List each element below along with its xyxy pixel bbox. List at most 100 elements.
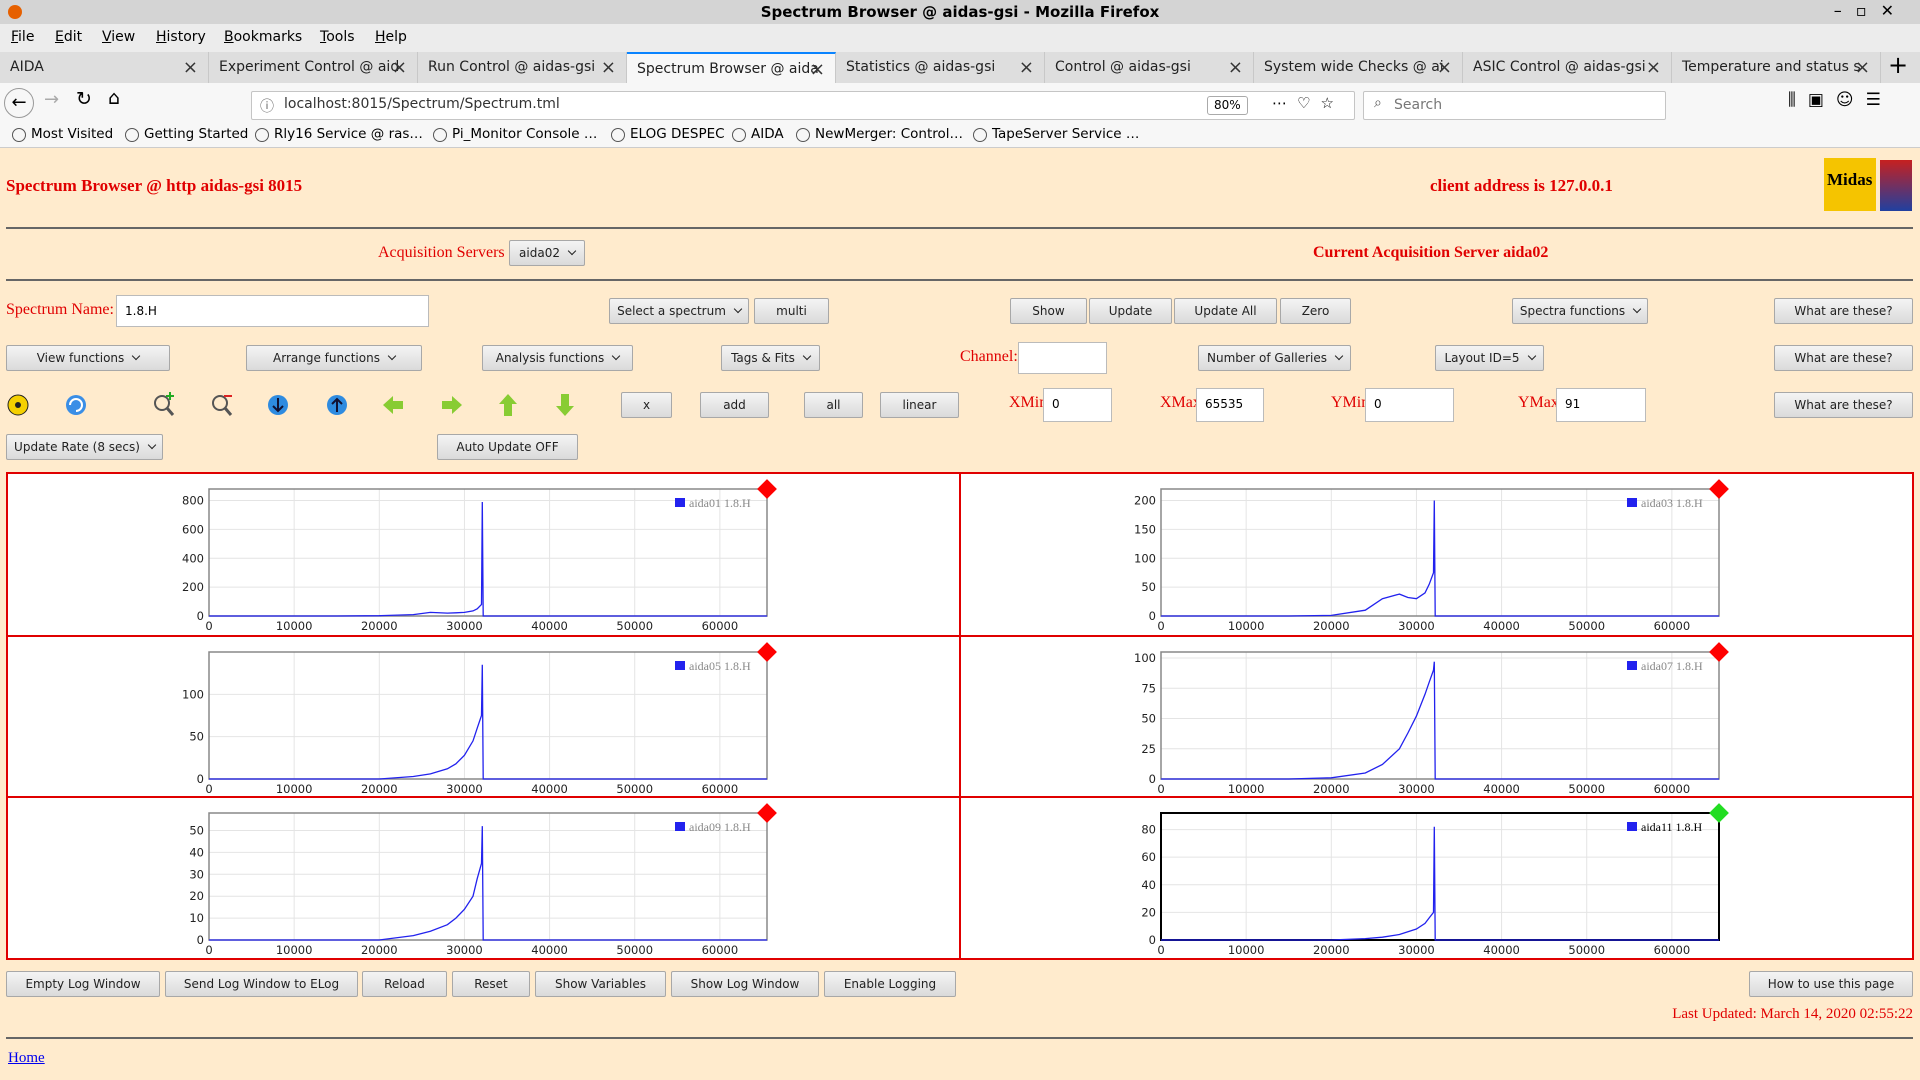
bookmark[interactable]: AIDA <box>751 126 784 142</box>
window-controls[interactable]: –▫✕ <box>1833 1 1908 20</box>
forward-button[interactable]: → <box>44 89 60 110</box>
button[interactable]: Zero <box>1280 298 1351 324</box>
xmin-label: XMin <box>1009 394 1048 411</box>
toolbar-icons[interactable]: ⫼▣☺☰ <box>1788 90 1893 110</box>
button[interactable]: Empty Log Window <box>6 971 160 997</box>
x-tick-label: 0 <box>1157 619 1164 633</box>
button[interactable]: Analysis functions <box>482 345 633 371</box>
plot-frame <box>208 488 768 617</box>
button[interactable]: Update All <box>1174 298 1277 324</box>
channel-input[interactable] <box>1018 342 1107 374</box>
button[interactable]: linear <box>880 392 959 418</box>
menu-item[interactable]: Edit <box>55 29 83 45</box>
x-tick-label: 20000 <box>361 782 398 796</box>
page-actions[interactable]: ⋯♡☆ <box>1272 94 1344 112</box>
menu-item[interactable]: Bookmarks <box>224 29 303 45</box>
button[interactable]: x <box>621 392 672 418</box>
x-tick-label: 20000 <box>1313 943 1350 957</box>
browser-tab[interactable]: Statistics @ aidas-gsi <box>836 52 1045 83</box>
spectrum-line <box>209 826 767 941</box>
search-box[interactable]: ⌕ Search <box>1363 91 1666 120</box>
button[interactable]: Send Log Window to ELog <box>165 971 358 997</box>
button[interactable]: Auto Update OFF <box>437 434 578 460</box>
midas-logo: Midas <box>1824 158 1876 211</box>
ymax-input[interactable]: 91 <box>1556 388 1646 422</box>
button[interactable]: Reload <box>362 971 447 997</box>
button[interactable]: Show Variables <box>535 971 666 997</box>
x-tick-label: 50000 <box>1568 782 1605 796</box>
search-icon: ⌕ <box>1374 95 1382 111</box>
button[interactable]: multi <box>754 298 829 324</box>
ymin-input[interactable]: 0 <box>1365 388 1454 422</box>
separator <box>6 279 1913 281</box>
home-link[interactable]: Home <box>8 1050 45 1066</box>
browser-tab[interactable]: ASIC Control @ aidas-gsi <box>1463 52 1672 83</box>
y-tick-label: 0 <box>197 772 204 786</box>
button[interactable]: Update Rate (8 secs) <box>6 434 163 460</box>
button[interactable]: add <box>700 392 769 418</box>
button[interactable]: Update <box>1089 298 1172 324</box>
xmin-input[interactable]: 0 <box>1043 388 1112 422</box>
home-button[interactable]: ⌂ <box>108 87 121 109</box>
browser-tab[interactable]: Experiment Control @ aid <box>209 52 418 83</box>
button[interactable]: Tags & Fits <box>721 345 820 371</box>
browser-tab[interactable]: Temperature and status s <box>1672 52 1881 83</box>
bookmark[interactable]: Most Visited <box>31 126 114 142</box>
bookmark[interactable]: ELOG DESPEC <box>630 126 725 142</box>
button[interactable]: What are these? <box>1774 298 1913 324</box>
browser-tab[interactable]: AIDA <box>0 52 209 83</box>
x-tick-label: 40000 <box>531 943 568 957</box>
bookmark[interactable]: TapeServer Service … <box>992 126 1140 142</box>
url-bar[interactable]: ⓘ localhost:8015/Spectrum/Spectrum.tml 8… <box>251 91 1355 120</box>
menu-item[interactable]: Help <box>375 29 407 45</box>
browser-tab[interactable]: Run Control @ aidas-gsi <box>418 52 627 83</box>
status-indicator <box>1709 479 1729 499</box>
x-tick-label: 0 <box>1157 782 1164 796</box>
menu-item[interactable]: History <box>156 29 206 45</box>
browser-tab[interactable]: Spectrum Browser @ aida <box>627 52 836 83</box>
button[interactable]: Layout ID=5 <box>1435 345 1544 371</box>
button[interactable]: all <box>804 392 863 418</box>
bookmark[interactable]: Getting Started <box>144 126 249 142</box>
status-indicator <box>757 479 777 499</box>
browser-tab[interactable]: Control @ aidas-gsi <box>1045 52 1254 83</box>
button[interactable]: Enable Logging <box>824 971 956 997</box>
x-tick-label: 50000 <box>616 943 653 957</box>
xmax-label: XMax <box>1160 394 1201 411</box>
menu-item[interactable]: File <box>11 29 35 45</box>
button[interactable]: How to use this page <box>1749 971 1913 997</box>
button[interactable]: Reset <box>452 971 530 997</box>
button[interactable]: View functions <box>6 345 170 371</box>
button[interactable]: What are these? <box>1774 392 1913 418</box>
bookmark-icon <box>125 128 139 142</box>
y-tick-label: 0 <box>197 609 204 623</box>
spectrum-input[interactable]: 1.8.H <box>116 295 429 327</box>
xmax-input[interactable]: 65535 <box>1196 388 1264 422</box>
legend-swatch <box>1627 822 1637 831</box>
zoom-badge[interactable]: 80% <box>1207 96 1248 115</box>
menu-item[interactable]: Tools <box>320 29 355 45</box>
x-tick-label: 20000 <box>361 943 398 957</box>
button[interactable]: Show Log Window <box>671 971 819 997</box>
button[interactable]: Arrange functions <box>246 345 422 371</box>
button[interactable]: Show <box>1010 298 1087 324</box>
new-tab[interactable]: + <box>1888 51 1909 79</box>
reload-button[interactable]: ↻ <box>76 88 92 110</box>
bookmark[interactable]: NewMerger: Control… <box>815 126 964 142</box>
bookmark[interactable]: Rly16 Service @ ras… <box>274 126 423 142</box>
x-tick-label: 40000 <box>1483 619 1520 633</box>
button[interactable]: Spectra functions <box>1512 298 1648 324</box>
browser-tab[interactable]: System wide Checks @ ai <box>1254 52 1463 83</box>
y-tick-label: 50 <box>189 824 204 838</box>
button[interactable]: Number of Galleries <box>1198 345 1351 371</box>
bookmark[interactable]: Pi_Monitor Console … <box>452 126 598 142</box>
menu-item[interactable]: View <box>102 29 136 45</box>
back-button[interactable]: ← <box>4 88 34 118</box>
server-select[interactable]: aida02 <box>509 240 585 266</box>
button[interactable]: Select a spectrum <box>609 298 749 324</box>
status-indicator <box>1709 803 1729 823</box>
button[interactable]: What are these? <box>1774 345 1913 371</box>
tool-icons[interactable] <box>0 390 600 420</box>
